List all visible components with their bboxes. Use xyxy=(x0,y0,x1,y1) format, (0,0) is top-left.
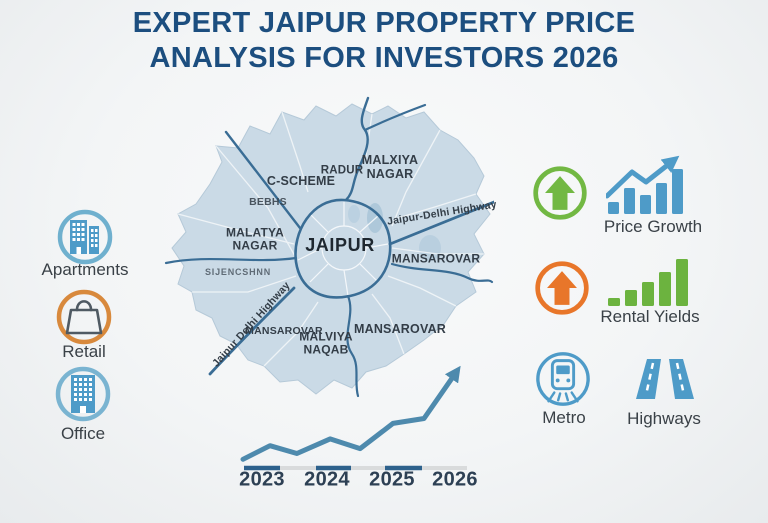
trend-line xyxy=(240,365,461,462)
map-roads xyxy=(164,96,494,398)
north-road xyxy=(344,96,370,202)
rental-yields-bars xyxy=(608,259,688,306)
year-tick-2025: 2025 xyxy=(369,468,415,491)
ring-road xyxy=(294,198,392,299)
green-up-arrow-circle-icon xyxy=(533,166,587,220)
ascending-green-bar-chart-icon xyxy=(608,259,688,306)
jaipur-city-map xyxy=(164,96,494,398)
metro-train-icon xyxy=(536,352,590,406)
price-trend-chart xyxy=(240,365,467,471)
area-label-mansarovar-southwest: MANSAROVAR xyxy=(245,325,323,338)
rising-bar-chart-with-arrow-icon xyxy=(606,155,683,214)
area-label-mansarovar-south: MANSAROVAR xyxy=(353,322,447,336)
shopping-bag-icon xyxy=(56,289,112,345)
area-label-mansarovar-east: MANSAROVAR xyxy=(391,251,481,266)
metro-label: Metro xyxy=(542,408,586,427)
area-label-sijencshnn: SIJENCSHNN xyxy=(204,266,272,277)
south-road xyxy=(346,294,360,398)
page-title-line2: ANALYSIS FOR INVESTORS 2026 xyxy=(149,42,619,75)
rental-yields-label: Rental Yields xyxy=(600,307,700,326)
northwest-diagonal-road xyxy=(224,130,302,230)
price-growth-label: Price Growth xyxy=(603,217,703,236)
price-growth-bars xyxy=(608,169,683,214)
northeast-fork-road xyxy=(363,103,427,132)
year-tick-2026: 2026 xyxy=(432,468,478,491)
office-building-icon xyxy=(55,366,111,422)
city-label-jaipur: JAIPUR xyxy=(305,234,375,255)
southwest-highway-road xyxy=(208,286,296,376)
east-highway-road xyxy=(388,200,494,246)
map-park-patches xyxy=(348,203,441,261)
retail-label: Retail xyxy=(62,342,106,361)
area-label-radur: RADUR xyxy=(320,164,364,177)
year-tick-2023: 2023 xyxy=(239,468,285,491)
page-title: EXPERT JAIPUR PROPERTY PRICE ANALYSIS FO… xyxy=(0,6,768,77)
highway-road-icon xyxy=(636,359,694,399)
inner-street-web xyxy=(297,202,389,297)
apartments-label: Apartments xyxy=(41,260,129,279)
year-tick-2024: 2024 xyxy=(304,468,350,491)
office-label: Office xyxy=(60,424,106,443)
map-region-shape xyxy=(171,103,491,395)
area-label-c-scheme: C-SCHEME xyxy=(266,174,336,188)
east-road xyxy=(390,262,494,284)
page-title-line1: EXPERT JAIPUR PROPERTY PRICE xyxy=(132,7,636,39)
area-label-malviya-naqab: MALVIYA NAQAB xyxy=(299,329,353,357)
west-road xyxy=(164,256,298,265)
orange-up-arrow-circle-icon xyxy=(535,261,589,315)
area-label-malxiya-nagar: MALXIYA NAGAR xyxy=(361,153,419,181)
area-label-malatya-nagar: MALATYA NAGAR xyxy=(225,225,285,253)
highways-label: Highways xyxy=(627,409,701,428)
apartment-buildings-icon xyxy=(57,209,113,265)
area-label-bebhs: BEBHS xyxy=(249,196,287,209)
